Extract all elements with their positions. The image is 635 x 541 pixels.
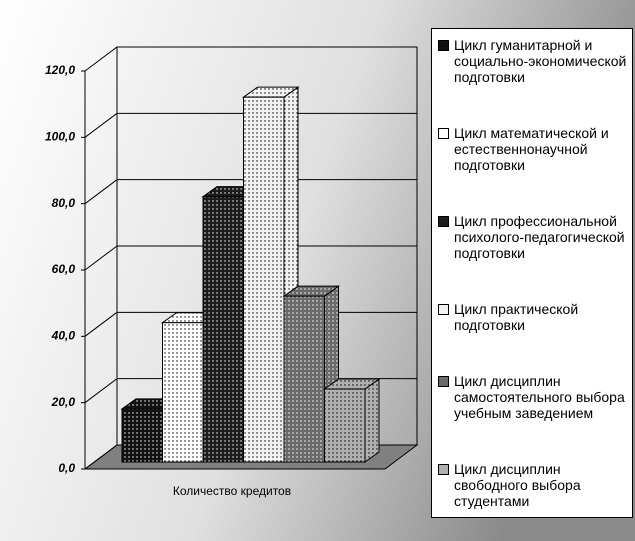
legend-label: Цикл дисциплин самостоятельного выбора у… <box>454 373 625 421</box>
y-tick-label: 120,0 <box>45 63 75 77</box>
bar-side <box>364 378 380 463</box>
legend-label: Цикл практической подготовки <box>454 301 579 333</box>
y-tick-label: 20,0 <box>51 395 76 409</box>
bar-front <box>324 388 366 463</box>
legend-item: Цикл дисциплин свободного выбора студент… <box>438 461 628 509</box>
bar-front <box>121 408 163 463</box>
side-grid-line <box>84 444 118 470</box>
x-tick-label: Количество кредитов <box>173 484 291 498</box>
legend-swatch <box>438 40 449 51</box>
bar-front <box>243 96 285 463</box>
legend-item: Цикл гуманитарной и социально-экономичес… <box>438 37 628 85</box>
side-grid-line <box>84 311 118 337</box>
legend-item: Цикл практической подготовки <box>438 301 628 333</box>
y-tick-label: 60,0 <box>52 262 76 276</box>
y-tick-label: 40,0 <box>51 329 76 343</box>
legend-label: Цикл гуманитарной и социально-экономичес… <box>454 37 627 85</box>
bar-front <box>283 295 325 463</box>
legend-item: Цикл математической и естественнонаучной… <box>438 125 628 173</box>
legend-label: Цикл дисциплин свободного выбора студент… <box>454 461 581 509</box>
y-tick-label: 100,0 <box>45 130 75 144</box>
side-grid-line <box>84 179 118 205</box>
side-grid-line <box>84 46 118 72</box>
y-tick-label: 0,0 <box>58 461 75 475</box>
legend-item: Цикл профессиональной психолого-педагоги… <box>438 213 628 261</box>
legend-swatch <box>438 376 449 387</box>
bar-front <box>202 196 244 463</box>
side-grid-line <box>84 112 118 138</box>
bar <box>322 378 381 463</box>
bar-front <box>162 322 204 463</box>
y-tick-label: 80,0 <box>52 196 76 210</box>
legend-label: Цикл математической и естественнонаучной… <box>454 125 609 173</box>
legend: Цикл гуманитарной и социально-экономичес… <box>431 28 633 518</box>
legend-item: Цикл дисциплин самостоятельного выбора у… <box>438 373 628 421</box>
side-grid-line <box>84 378 118 404</box>
legend-swatch <box>438 128 449 139</box>
legend-swatch <box>438 304 449 315</box>
legend-swatch <box>438 464 449 475</box>
side-grid-line <box>84 245 118 271</box>
legend-label: Цикл профессиональной психолого-педагоги… <box>454 213 625 261</box>
legend-swatch <box>438 216 449 227</box>
